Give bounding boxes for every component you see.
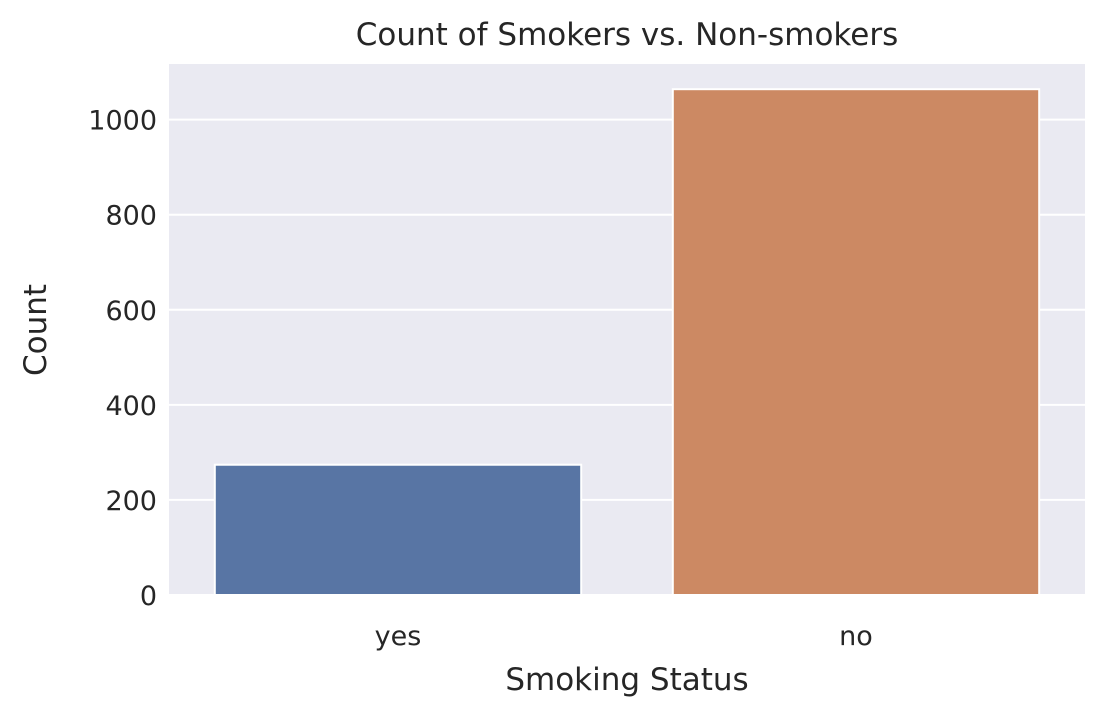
y-axis-ticks: 0 200 400 600 800 1000 — [88, 106, 157, 612]
bar-yes — [213, 463, 583, 597]
y-tick-label: 800 — [105, 201, 157, 232]
x-tick-label: yes — [375, 621, 422, 652]
y-tick-label: 600 — [105, 296, 157, 327]
chart-title: Count of Smokers vs. Non-smokers — [356, 17, 899, 53]
x-axis-ticks: yes no — [375, 621, 873, 652]
x-axis-label: Smoking Status — [505, 662, 748, 698]
bars-group — [213, 88, 1041, 597]
y-tick-label: 400 — [105, 391, 157, 422]
x-tick-label: no — [839, 621, 873, 652]
bar-no — [671, 88, 1041, 597]
y-tick-label: 0 — [140, 581, 157, 612]
y-tick-label: 200 — [105, 486, 157, 517]
y-axis-label: Count — [18, 284, 54, 376]
y-tick-label: 1000 — [88, 106, 157, 137]
